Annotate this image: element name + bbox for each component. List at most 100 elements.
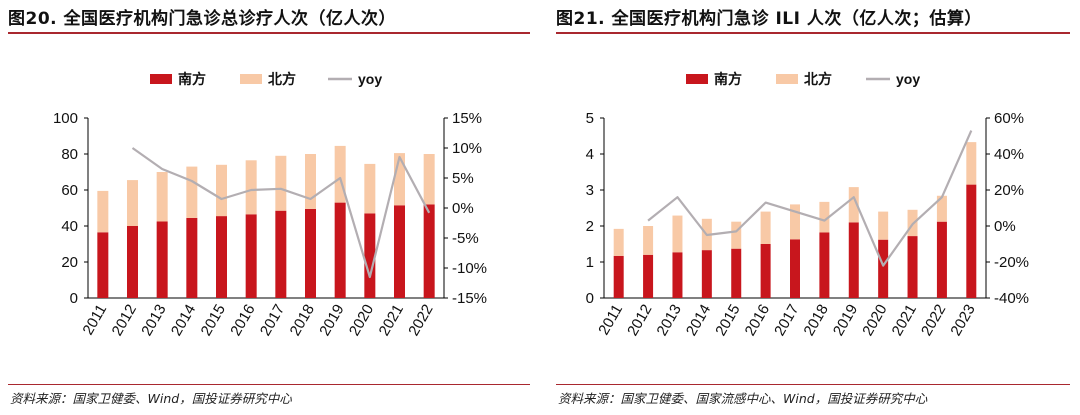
footer-divider xyxy=(556,384,1070,385)
x-tick-label: 2011 xyxy=(79,302,110,338)
bar-north xyxy=(334,145,346,203)
x-tick-label: 2016 xyxy=(227,302,258,339)
bar-south xyxy=(334,202,346,298)
y-tick-label: 3 xyxy=(586,182,594,199)
legend-label-south: 南方 xyxy=(714,71,742,87)
y2-tick-label: 0% xyxy=(994,218,1016,235)
y2-tick-label: 60% xyxy=(994,110,1024,127)
y2-tick-label: -20% xyxy=(994,254,1029,271)
chart-panel-left: 图20. 全国医疗机构门急诊总诊疗人次（亿人次） 0 20 40 60 80 100 -15… xyxy=(8,9,530,406)
legend-swatch-north xyxy=(240,74,262,84)
legend-label-north: 北方 xyxy=(268,71,296,87)
bar-north xyxy=(613,228,624,256)
bar-south xyxy=(790,239,800,298)
x-tick-label: 2020 xyxy=(346,302,377,339)
bar-north xyxy=(760,211,771,244)
y-tick-label: 40 xyxy=(61,218,78,235)
bar-north xyxy=(966,142,977,185)
y-tick-label: 1 xyxy=(586,254,594,271)
bar-north xyxy=(364,163,376,214)
bar-south xyxy=(848,222,859,298)
bar-north xyxy=(731,221,742,249)
y2-tick-label: 15% xyxy=(452,110,482,127)
legend-label-yoy: yoy xyxy=(358,71,382,87)
chart-title: 图21. 全国医疗机构门急诊 ILI 人次（亿人次；估算） xyxy=(556,9,982,29)
x-tick-label: 2018 xyxy=(800,302,831,339)
x-tick-label: 2019 xyxy=(830,302,861,339)
chart-ili-visits: 012345-40%-20%0%20%40%60%201120122013201… xyxy=(586,71,1029,339)
bar-south xyxy=(819,232,830,298)
bar-north xyxy=(423,154,435,205)
bar-north xyxy=(275,155,287,211)
chart-title: 图20. 全国医疗机构门急诊总诊疗人次（亿人次） xyxy=(8,9,397,29)
y2-tick-label: -15% xyxy=(452,290,487,307)
legend-label-yoy: yoy xyxy=(896,71,920,87)
y2-tick-label: 20% xyxy=(994,182,1024,199)
bar-south xyxy=(878,239,889,298)
source-note: 资料来源：国家卫健委、Wind，国投证券研究中心 xyxy=(10,391,292,406)
x-tick-label: 2014 xyxy=(683,302,714,339)
bar-south xyxy=(966,184,977,298)
bar-south xyxy=(97,232,109,298)
bar-south xyxy=(643,254,654,298)
y-tick-label: 20 xyxy=(61,254,78,271)
x-tick-label: 2015 xyxy=(198,302,229,339)
x-tick-label: 2013 xyxy=(654,302,685,339)
x-tick-label: 2022 xyxy=(405,302,436,339)
bar-north xyxy=(848,187,859,223)
y2-tick-label: 0% xyxy=(452,200,474,217)
y-tick-label: 2 xyxy=(586,218,594,235)
y-tick-label: 0 xyxy=(70,290,78,307)
legend-label-north: 北方 xyxy=(804,71,832,87)
bar-south xyxy=(936,221,947,298)
y2-tick-label: 5% xyxy=(452,170,474,187)
title-divider xyxy=(556,32,1070,34)
bar-south xyxy=(127,226,138,298)
y-tick-label: 4 xyxy=(586,146,594,163)
x-tick-label: 2016 xyxy=(742,302,773,339)
bar-north xyxy=(936,195,947,222)
x-tick-label: 2014 xyxy=(168,302,199,339)
bar-south xyxy=(245,214,257,298)
bar-north xyxy=(127,180,138,226)
legend-swatch-south xyxy=(150,74,172,84)
y-tick-label: 80 xyxy=(61,146,78,163)
bar-south xyxy=(156,221,168,298)
legend-swatch-south xyxy=(686,74,708,84)
bar-north xyxy=(643,226,654,255)
y-tick-label: 0 xyxy=(586,290,594,307)
bar-north xyxy=(305,154,316,209)
x-tick-label: 2022 xyxy=(918,302,949,339)
bar-south xyxy=(701,250,712,298)
bar-north xyxy=(790,204,800,240)
bar-north xyxy=(97,190,109,233)
bar-south xyxy=(760,244,771,298)
y2-tick-label: -5% xyxy=(452,230,479,247)
bar-south xyxy=(394,205,405,298)
bar-south xyxy=(275,210,287,298)
bar-south xyxy=(731,248,742,298)
y-tick-label: 100 xyxy=(53,110,78,127)
x-tick-label: 2013 xyxy=(138,302,169,339)
chart-panel-right: 图21. 全国医疗机构门急诊 ILI 人次（亿人次；估算） 0 1 2 3 4 5 -40%… xyxy=(548,0,1080,415)
x-tick-label: 2021 xyxy=(889,302,920,339)
y2-tick-label: 40% xyxy=(994,146,1024,163)
chart-ili-total: 020406080100-15%-10%-5%0%5%10%15%2011201… xyxy=(53,71,487,339)
x-tick-label: 2011 xyxy=(595,302,626,338)
bar-south xyxy=(305,208,316,298)
bar-south xyxy=(672,252,683,298)
bar-south xyxy=(364,213,376,298)
bar-north xyxy=(216,164,227,217)
y-tick-label: 60 xyxy=(61,182,78,199)
x-tick-label: 2015 xyxy=(712,302,743,339)
x-tick-label: 2019 xyxy=(316,302,347,339)
bar-north xyxy=(819,201,830,233)
y-tick-label: 5 xyxy=(586,110,594,127)
footer-divider xyxy=(8,384,530,385)
bar-north xyxy=(156,172,168,222)
bar-north xyxy=(245,160,257,215)
bar-north xyxy=(672,215,683,253)
legend-swatch-north xyxy=(776,74,798,84)
y2-tick-label: 10% xyxy=(452,140,482,157)
bar-south xyxy=(613,255,624,298)
